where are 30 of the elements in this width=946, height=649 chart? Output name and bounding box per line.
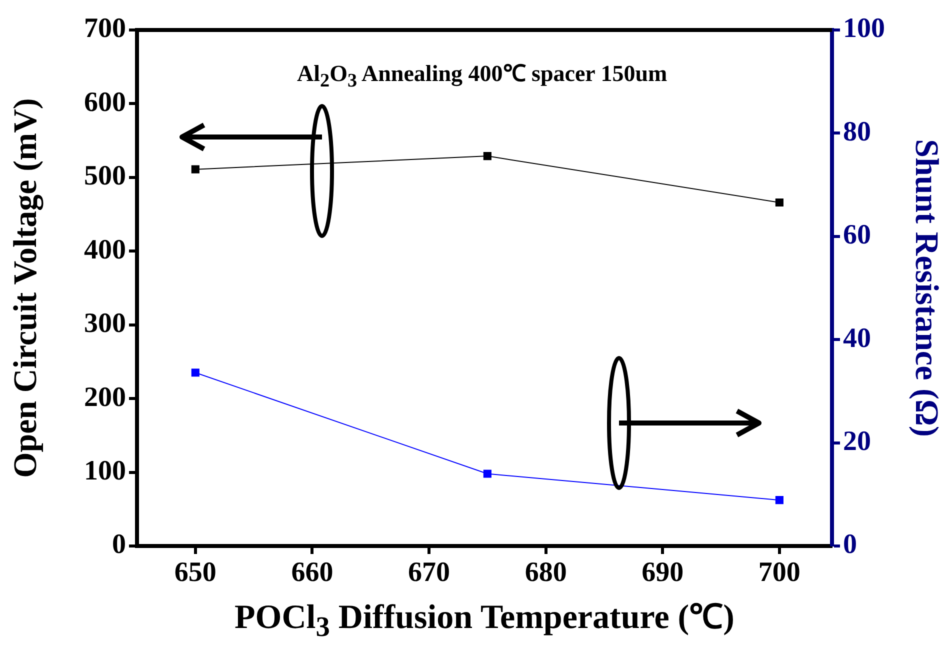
y2-tick-label: 80 [843, 116, 871, 148]
y2-tick-label: 0 [843, 529, 857, 560]
x-tick-label: 700 [758, 557, 800, 588]
point [483, 470, 492, 478]
x-tick-label: 670 [408, 557, 450, 588]
x-tick-label: 660 [291, 557, 334, 588]
y-tick-label: 600 [84, 86, 126, 118]
annotation: Al$_{2}$O$_{3}$ Annealing 400℃ spacer 150um [297, 60, 668, 93]
point [483, 152, 492, 160]
point [191, 368, 200, 377]
x-tick-label: 690 [642, 557, 684, 588]
point [191, 165, 200, 174]
y2-tick-label: 40 [843, 322, 871, 354]
y-tick-label: 400 [84, 234, 126, 266]
point [775, 496, 784, 504]
y2-axis-title: Shunt Resistance (Ω) [907, 138, 945, 439]
y2-tick-label: 100 [843, 13, 885, 44]
x-tick-label: 680 [524, 557, 567, 588]
y-tick-label: 100 [84, 456, 126, 487]
y2-tick-label: 20 [843, 426, 871, 458]
x-tick-label: 650 [174, 557, 216, 588]
y-tick-label: 200 [84, 382, 126, 413]
y-axis-title: Open Circuit Voltage (mV) [7, 97, 45, 480]
x-axis-title: POCl$_{3}$ Diffusion Temperature (℃) [234, 598, 736, 645]
y2-tick-label: 60 [843, 220, 871, 251]
point [775, 198, 784, 207]
y-tick-label: 700 [84, 13, 126, 44]
y-tick-label: 300 [84, 308, 126, 340]
y-tick-label: 0 [112, 529, 126, 560]
y-tick-label: 500 [84, 160, 126, 192]
